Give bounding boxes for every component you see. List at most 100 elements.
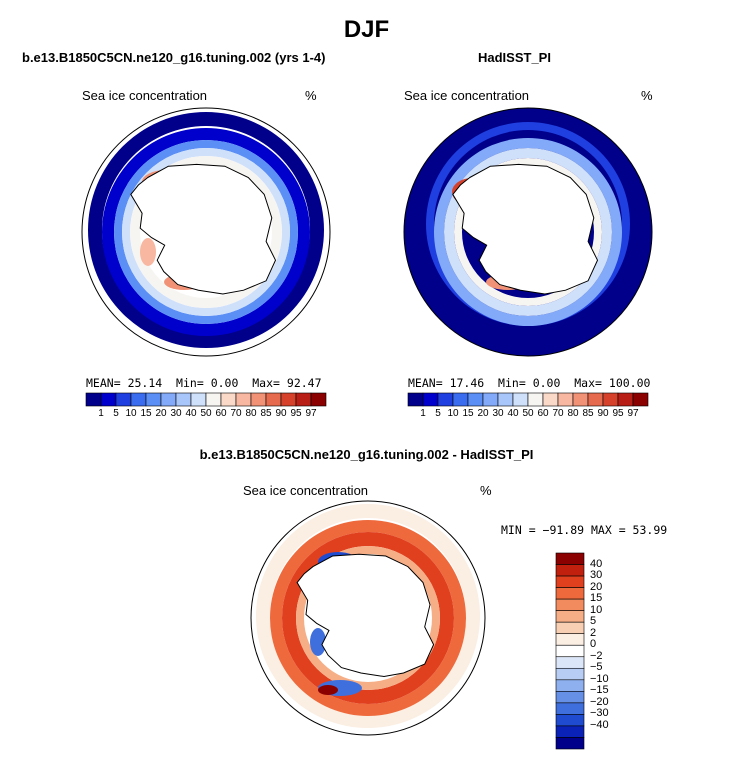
colorbar-swatch — [115, 392, 132, 407]
colorbar-tick-label: 80 — [245, 408, 257, 419]
colorbar-tick-label: 70 — [552, 408, 564, 419]
panel2-colorbar — [407, 392, 649, 407]
colorbar-tick-label: 20 — [477, 408, 489, 419]
panel1-mean-value: 25.14 — [127, 376, 163, 390]
panel2-map-border — [403, 107, 653, 357]
colorbar-swatch — [512, 392, 529, 407]
panel1-variable-label: Sea ice concentration — [82, 88, 208, 103]
panel1-field — [82, 108, 330, 356]
colorbar-swatch — [555, 714, 585, 727]
colorbar-tick-label: 1 — [420, 408, 426, 419]
panel3-contour-patch — [318, 685, 338, 695]
colorbar-swatch — [555, 691, 585, 704]
colorbar-tick-label: 30 — [170, 408, 182, 419]
colorbar-swatch — [555, 644, 585, 658]
colorbar-tick-label: 30 — [590, 569, 603, 582]
panel1-min-value: 0.00 — [210, 376, 239, 390]
colorbar-swatch — [555, 621, 585, 635]
panel2-antarctica — [452, 163, 599, 295]
panel3-contour-patch — [310, 628, 326, 656]
colorbar-swatch — [482, 392, 499, 407]
figure-title: DJF — [343, 16, 390, 43]
colorbar-swatch — [130, 392, 147, 407]
colorbar-tick-label: 2 — [590, 626, 597, 639]
colorbar-tick-label: 97 — [305, 408, 317, 419]
panel2-mean-label: MEAN= — [408, 376, 443, 390]
panel2-stats: MEAN= 17.46 Min= 0.00 Max= 100.00 — [408, 376, 650, 390]
colorbar-swatch — [555, 564, 585, 577]
colorbar-swatch — [602, 392, 619, 407]
panel2-max-label: Max= — [574, 376, 602, 390]
colorbar-tick-label: 20 — [590, 580, 603, 593]
colorbar-tick-label: 60 — [537, 408, 549, 419]
panel3-minmax: MIN = −91.89 MAX = 53.99 — [501, 523, 668, 537]
colorbar-swatch — [160, 392, 177, 407]
colorbar-tick-label: −40 — [590, 718, 609, 731]
panel1-max-value: 92.47 — [286, 376, 322, 390]
panel1-map — [81, 107, 331, 357]
panel1-stats: MEAN= 25.14 Min= 0.00 Max= 92.47 — [86, 376, 322, 390]
panel2-map — [403, 107, 653, 357]
panel3-map-border — [250, 500, 486, 736]
colorbar-tick-label: 85 — [260, 408, 272, 419]
colorbar-swatch — [572, 392, 589, 407]
colorbar-swatch — [555, 633, 585, 646]
colorbar-swatch — [555, 552, 585, 565]
colorbar-swatch — [310, 392, 327, 407]
panel2-field — [404, 108, 652, 356]
colorbar-swatch — [555, 737, 585, 750]
panel1-colorbar — [85, 392, 327, 407]
colorbar-swatch — [555, 725, 585, 738]
colorbar-tick-label: 15 — [590, 592, 603, 605]
colorbar-tick-label: 40 — [590, 557, 603, 570]
colorbar-tick-label: 97 — [627, 408, 639, 419]
colorbar-tick-label: 80 — [567, 408, 579, 419]
panel2-min-label: Min= — [498, 376, 526, 390]
colorbar-tick-label: 10 — [125, 408, 137, 419]
colorbar-swatch — [555, 598, 585, 611]
colorbar-swatch — [497, 392, 514, 407]
colorbar-tick-label: 1 — [98, 408, 104, 419]
colorbar-tick-label: 5 — [590, 615, 597, 628]
colorbar-swatch — [280, 392, 297, 407]
panel3-map — [250, 500, 486, 736]
colorbar-swatch — [555, 702, 585, 715]
colorbar-tick-label: 90 — [275, 408, 287, 419]
panel3-colorbar — [555, 552, 585, 750]
colorbar-tick-label: 10 — [590, 603, 603, 616]
colorbar-swatch — [632, 392, 649, 407]
colorbar-swatch — [190, 392, 207, 407]
colorbar-swatch — [85, 392, 102, 407]
colorbar-swatch — [557, 392, 574, 407]
colorbar-swatch — [295, 392, 312, 407]
colorbar-tick-label: 15 — [140, 408, 152, 419]
panel2-mean-value: 17.46 — [449, 376, 485, 390]
colorbar-swatch — [555, 575, 585, 588]
panel1-mean-label: MEAN= — [86, 376, 121, 390]
colorbar-tick-label: 95 — [612, 408, 624, 419]
colorbar-swatch — [100, 392, 117, 407]
panel3-field — [251, 501, 485, 735]
colorbar-tick-label: −10 — [590, 672, 609, 685]
colorbar-tick-label: 5 — [113, 408, 119, 419]
colorbar-swatch — [555, 610, 585, 623]
colorbar-swatch — [437, 392, 454, 407]
panel1-contour-patch — [140, 238, 156, 266]
colorbar-tick-label: 50 — [200, 408, 212, 419]
colorbar-tick-label: 40 — [185, 408, 197, 419]
colorbar-tick-label: 20 — [155, 408, 167, 419]
colorbar-swatch — [452, 392, 469, 407]
colorbar-tick-label: 15 — [462, 408, 474, 419]
colorbar-tick-label: 50 — [522, 408, 534, 419]
colorbar-swatch — [205, 392, 222, 407]
colorbar-tick-label: −30 — [590, 707, 609, 720]
panel1-title: b.e13.B1850C5CN.ne120_g16.tuning.002 (yr… — [22, 50, 326, 65]
colorbar-tick-label: 60 — [215, 408, 227, 419]
colorbar-tick-label: 30 — [492, 408, 504, 419]
colorbar-swatch — [587, 392, 604, 407]
panel1-antarctica — [130, 163, 277, 295]
panel1-max-label: Max= — [252, 376, 280, 390]
colorbar-tick-label: 40 — [507, 408, 519, 419]
colorbar-swatch — [175, 392, 192, 407]
